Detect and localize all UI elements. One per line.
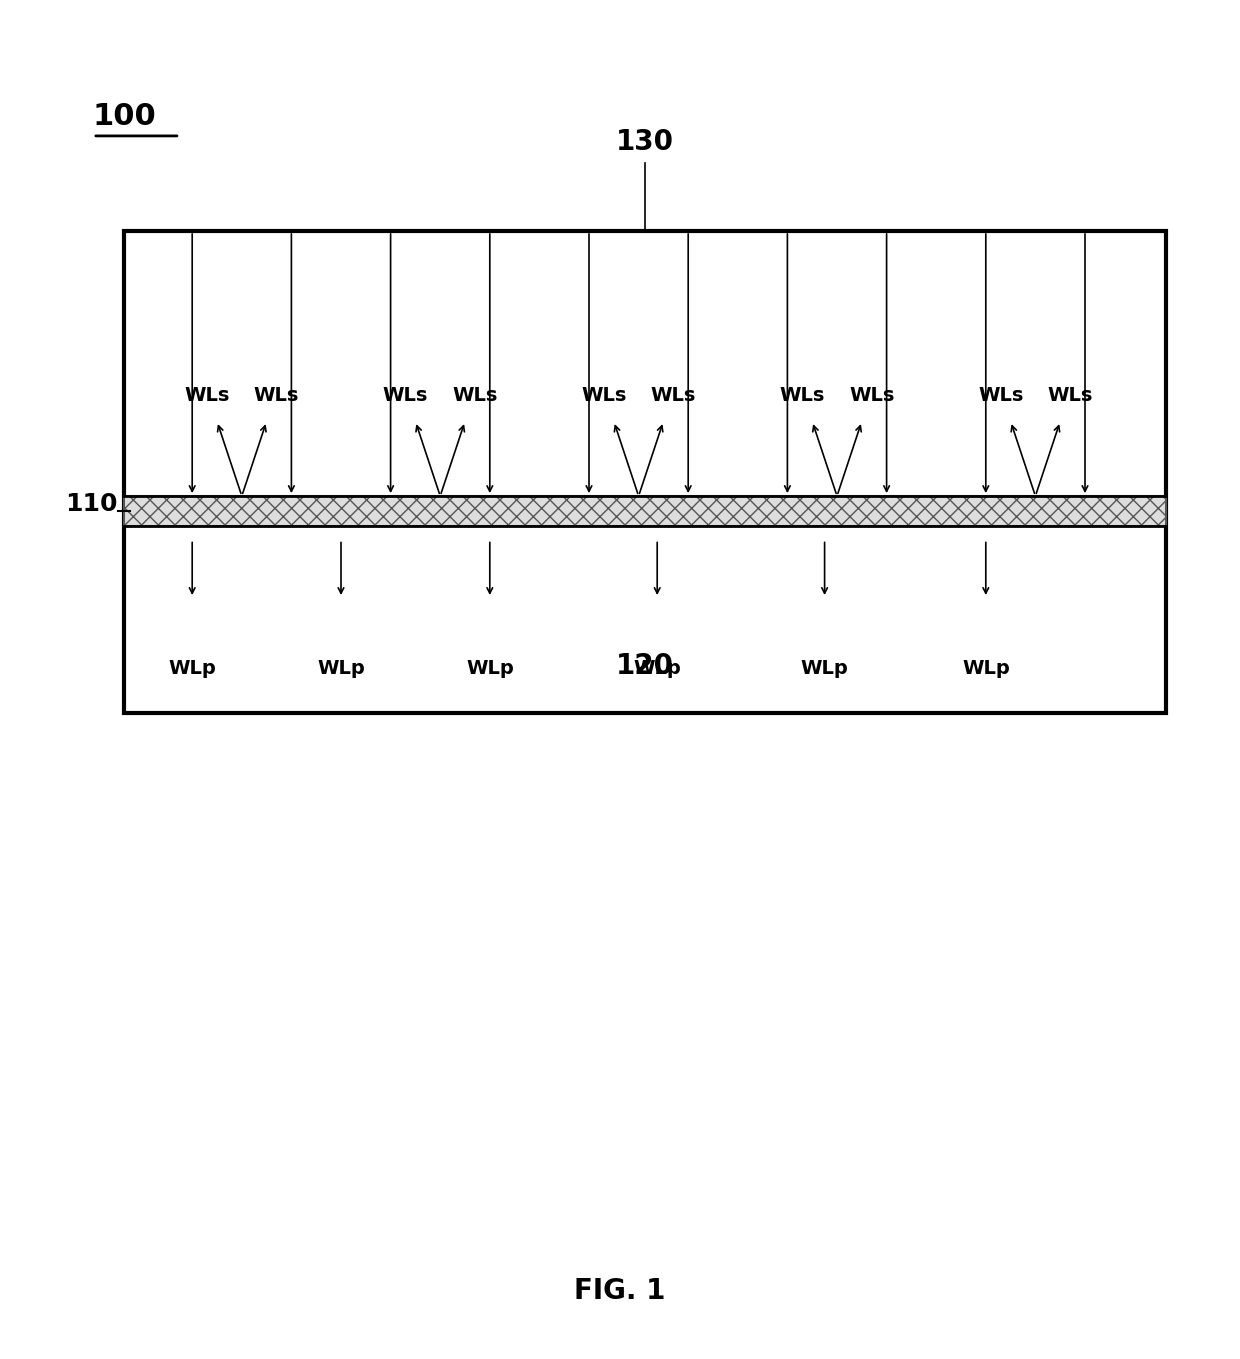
Text: WLs: WLs	[185, 386, 229, 405]
Text: FIG. 1: FIG. 1	[574, 1277, 666, 1305]
Text: WLs: WLs	[254, 386, 299, 405]
Text: 110: 110	[66, 492, 118, 516]
Text: 130: 130	[616, 128, 673, 156]
Text: WLp: WLp	[801, 659, 848, 678]
Text: WLs: WLs	[849, 386, 894, 405]
Text: WLp: WLp	[962, 659, 1009, 678]
Text: 120: 120	[616, 651, 673, 680]
Text: WLp: WLp	[466, 659, 513, 678]
Bar	[124, 231, 1166, 713]
Text: WLs: WLs	[780, 386, 825, 405]
Text: WLs: WLs	[453, 386, 497, 405]
Text: WLs: WLs	[978, 386, 1023, 405]
Text: WLp: WLp	[634, 659, 681, 678]
Bar	[124, 496, 1166, 526]
Text: WLs: WLs	[383, 386, 428, 405]
Text: WLs: WLs	[651, 386, 696, 405]
Text: WLp: WLp	[317, 659, 365, 678]
Text: WLs: WLs	[582, 386, 626, 405]
Text: 100: 100	[93, 102, 156, 130]
Text: WLs: WLs	[1048, 386, 1092, 405]
Text: WLp: WLp	[169, 659, 216, 678]
